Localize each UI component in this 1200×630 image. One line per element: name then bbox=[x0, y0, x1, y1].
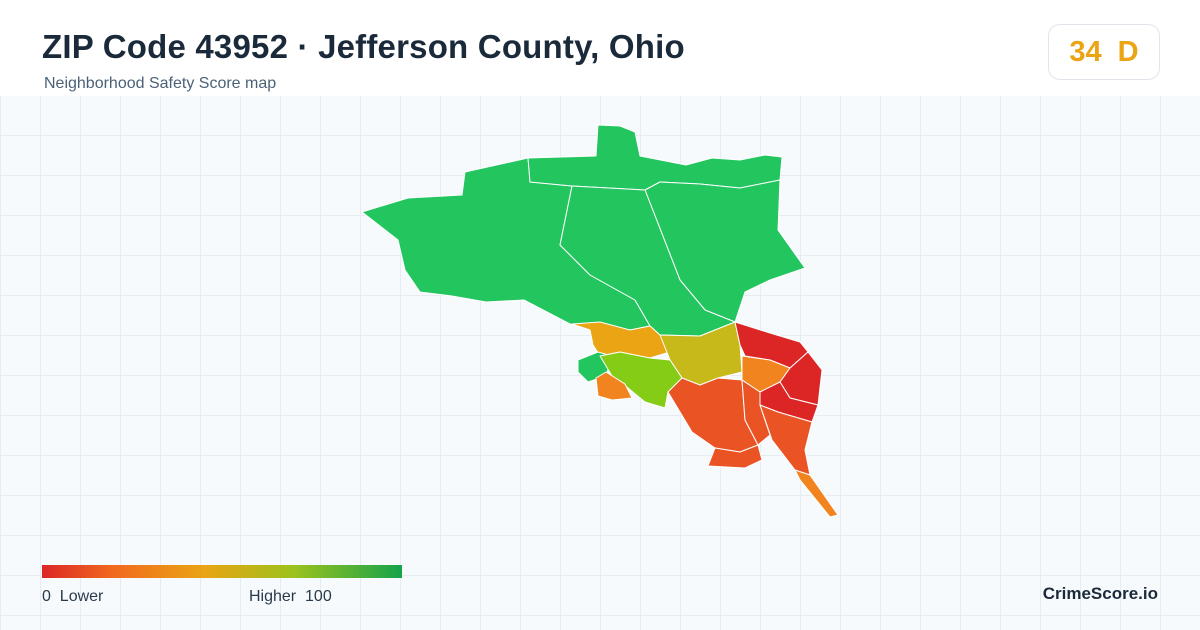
legend-max-value: 100 bbox=[305, 588, 332, 605]
legend-labels: 0 Lower Higher 100 bbox=[42, 588, 402, 610]
legend-max-label: Higher bbox=[249, 588, 297, 605]
region-central-west[interactable] bbox=[571, 321, 671, 359]
page-title: ZIP Code 43952 · Jefferson County, Ohio bbox=[42, 28, 685, 65]
region-southwest[interactable] bbox=[595, 371, 633, 401]
region-north-central[interactable] bbox=[527, 124, 783, 191]
score-grade: D bbox=[1117, 35, 1139, 68]
region-south-east[interactable] bbox=[759, 404, 813, 476]
legend: 0 Lower Higher 100 bbox=[42, 565, 402, 610]
score-value: 34 bbox=[1069, 35, 1102, 68]
score-badge: 34 D bbox=[1048, 24, 1160, 80]
region-south-tip[interactable] bbox=[707, 444, 763, 469]
legend-min-value: 0 bbox=[42, 588, 51, 605]
page-subtitle: Neighborhood Safety Score map bbox=[44, 75, 277, 92]
legend-color-bar bbox=[42, 565, 402, 578]
brand-logo-text: CrimeScore.io bbox=[1042, 584, 1158, 603]
header: ZIP Code 43952 · Jefferson County, Ohio … bbox=[0, 0, 1200, 96]
region-river-strip[interactable] bbox=[794, 469, 839, 518]
legend-low-group: 0 Lower bbox=[42, 588, 103, 606]
legend-high-group: Higher 100 bbox=[249, 588, 332, 606]
legend-min-label: Lower bbox=[59, 588, 104, 605]
